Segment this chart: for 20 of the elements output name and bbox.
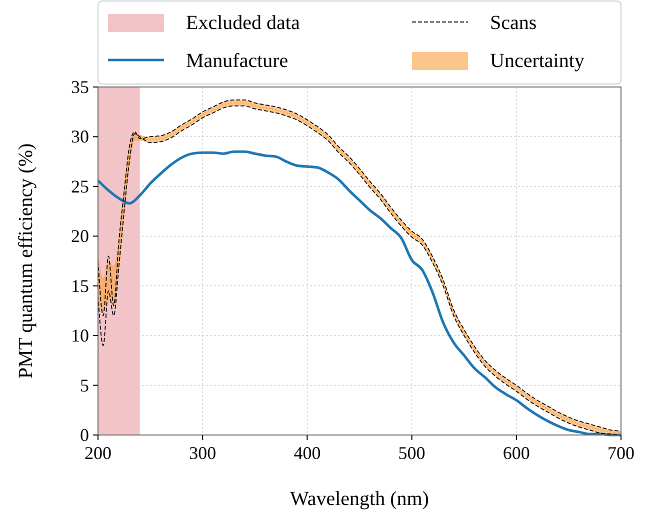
y-tick-label: 15 [71, 276, 89, 296]
x-tick-label: 600 [502, 443, 530, 463]
y-tick-label: 5 [80, 375, 89, 396]
legend-label: Manufacture [186, 50, 288, 72]
x-axis-title: Wavelength (nm) [290, 488, 429, 510]
y-tick-label: 20 [71, 226, 89, 246]
x-tick-label: 300 [189, 443, 216, 463]
y-tick-label: 25 [71, 176, 89, 196]
y-tick-label: 10 [71, 326, 89, 346]
x-tick-label: 400 [294, 443, 321, 463]
legend-label: Uncertainty [490, 50, 584, 72]
y-axis-title: PMT quantum efficiency (%) [15, 143, 37, 379]
y-tick-label: 0 [80, 425, 89, 445]
x-tick-label: 200 [84, 443, 112, 463]
legend-label: Scans [490, 12, 537, 34]
y-tick-label: 35 [71, 77, 89, 97]
x-tick-label: 500 [398, 443, 426, 463]
y-tick-label: 30 [71, 126, 89, 147]
legend-label: Excluded data [186, 12, 300, 34]
x-tick-label: 700 [608, 443, 634, 463]
